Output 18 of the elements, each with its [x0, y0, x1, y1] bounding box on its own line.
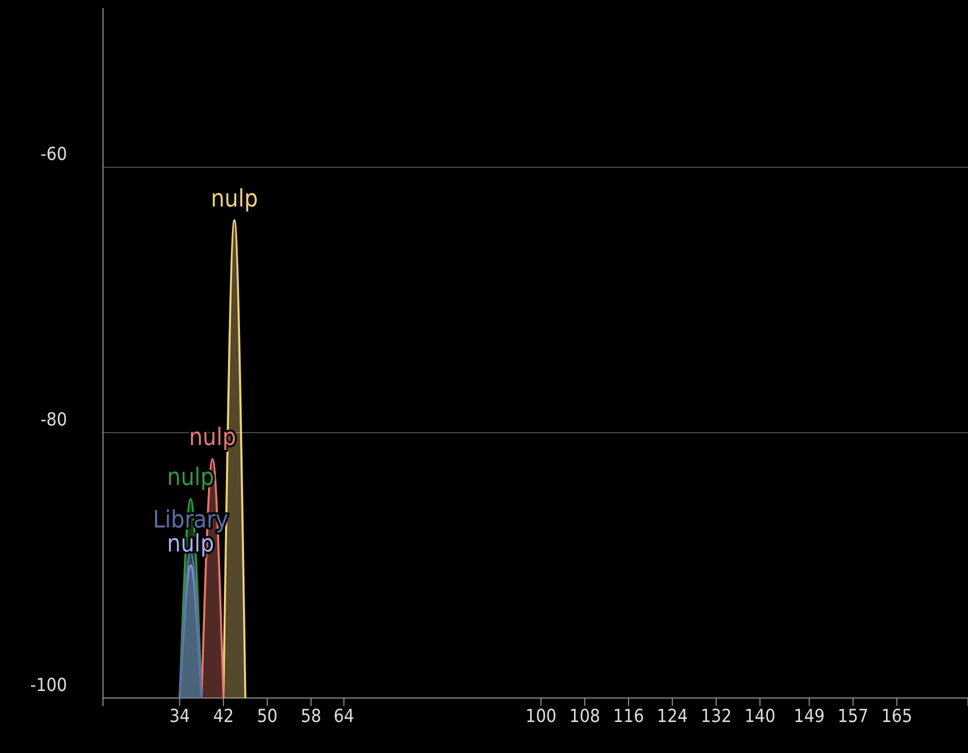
x-tick-label: 42	[213, 706, 234, 727]
x-tick-label: 132	[700, 706, 732, 727]
x-tick-label: 34	[169, 706, 190, 727]
x-tick-label: 165	[881, 706, 912, 727]
x-tick-label: 140	[744, 706, 776, 727]
x-tick-label: 58	[300, 706, 322, 727]
x-tick-label: 149	[794, 706, 825, 727]
x-tick-label: 64	[334, 706, 354, 727]
y-tick-label: -100	[30, 674, 67, 696]
x-tick-label: 108	[569, 706, 600, 727]
x-tick-label: 124	[656, 706, 688, 727]
series-label: nulp	[210, 184, 258, 212]
y-tick-label: -80	[40, 409, 67, 430]
x-tick-label: 116	[613, 706, 644, 727]
x-tick-label: 100	[526, 706, 556, 727]
x-tick-label: 50	[256, 706, 278, 727]
y-tick-label: -60	[40, 144, 67, 166]
x-tick-label: 157	[838, 706, 868, 727]
